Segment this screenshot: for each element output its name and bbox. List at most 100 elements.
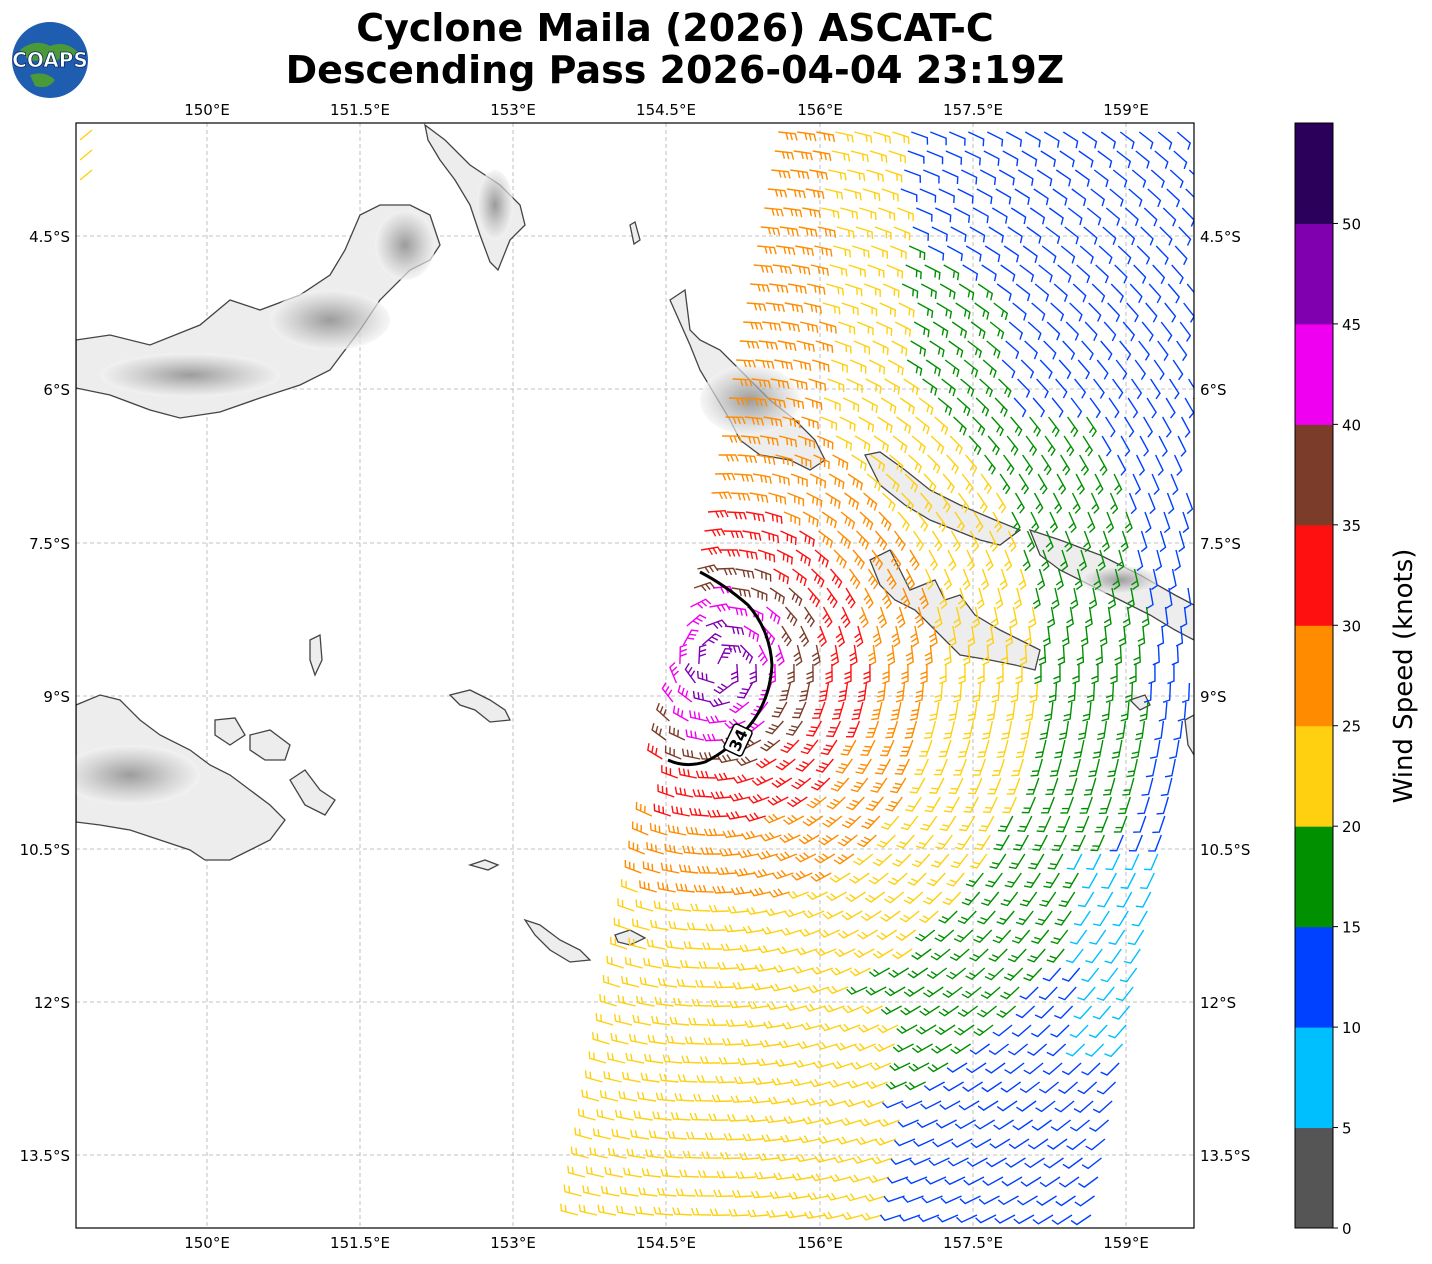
- wind-barb: [939, 283, 956, 300]
- wind-barb: [945, 150, 963, 165]
- wind-barb: [854, 625, 864, 648]
- wind-barb: [863, 587, 874, 609]
- wind-barb: [1035, 1100, 1056, 1113]
- wind-barb: [961, 473, 974, 494]
- wind-barb: [877, 606, 888, 629]
- wind-barb: [802, 815, 824, 827]
- wind-barb: [1036, 1195, 1057, 1206]
- wind-barb: [611, 1128, 631, 1140]
- wind-barb: [1088, 302, 1102, 322]
- wind-barb: [1122, 321, 1136, 342]
- wind-barb: [787, 663, 795, 685]
- wind-barb: [1135, 891, 1152, 908]
- wind-barb: [1145, 302, 1158, 323]
- logo-text: COAPS: [12, 48, 88, 72]
- wind-barb: [1039, 359, 1053, 379]
- wind-barb: [964, 150, 981, 166]
- wind-barb: [729, 701, 750, 714]
- wind-barb: [810, 871, 832, 882]
- wind-barb: [830, 777, 850, 792]
- wind-barb: [779, 682, 792, 701]
- wind-barb: [711, 491, 733, 500]
- wind-barb: [970, 321, 986, 339]
- wind-barb: [715, 472, 736, 481]
- wind-barb: [948, 625, 957, 648]
- wind-barb: [962, 264, 979, 281]
- wind-barb: [659, 1073, 679, 1083]
- wind-barb: [797, 131, 817, 142]
- wind-barb: [1131, 378, 1143, 400]
- wind-barb: [1071, 188, 1087, 207]
- wind-barb: [853, 948, 875, 958]
- wind-barb: [773, 964, 795, 973]
- wind-barb: [864, 891, 886, 903]
- wind-barb: [879, 1214, 902, 1222]
- wind-barb: [1074, 378, 1087, 399]
- wind-barb: [937, 1214, 959, 1223]
- wind-barb: [1018, 568, 1027, 591]
- wind-barb: [932, 1138, 954, 1148]
- wind-barb: [988, 948, 1008, 962]
- colorbar-tick-label: 30: [1342, 617, 1361, 635]
- wind-barb: [1121, 226, 1136, 246]
- wind-barb: [1071, 492, 1081, 514]
- wind-barb: [798, 682, 811, 702]
- wind-barb: [1001, 720, 1013, 740]
- wind-barb: [865, 986, 887, 996]
- wind-barb: [1060, 549, 1069, 572]
- wind-barb: [1006, 435, 1019, 456]
- wind-barb: [742, 530, 762, 541]
- wind-barb: [679, 959, 700, 969]
- wind-barb: [737, 849, 759, 859]
- wind-barb: [1080, 625, 1089, 647]
- wind-barb: [806, 1097, 828, 1106]
- wind-barb: [1022, 549, 1031, 572]
- wind-barb: [1127, 929, 1145, 946]
- wind-barb: [856, 321, 874, 336]
- wind-barb: [753, 264, 774, 274]
- wind-barb: [910, 340, 927, 357]
- wind-barb: [772, 264, 792, 275]
- wind-barb: [1061, 625, 1070, 647]
- wind-barb: [845, 720, 861, 738]
- wind-barb: [901, 663, 909, 685]
- small-island-2: [309, 633, 323, 677]
- wind-barb: [1096, 986, 1115, 1002]
- gridlines: [76, 123, 1194, 1228]
- wind-barb: [980, 986, 1001, 1000]
- wind-barb: [1157, 131, 1173, 150]
- wind-barb: [1030, 1024, 1051, 1038]
- lon-tick-label-top: 150°E: [184, 101, 230, 119]
- colorbar-tick-label: 35: [1342, 517, 1361, 535]
- wind-barb: [1061, 967, 1081, 982]
- lat-tick-label-left: 13.5°S: [20, 1147, 70, 1165]
- wind-barb: [950, 530, 961, 552]
- wind-barb: [1137, 625, 1146, 647]
- wind-barb: [966, 1157, 988, 1167]
- wind-barb: [1028, 606, 1037, 628]
- wind-barb: [853, 853, 874, 866]
- wind-barb: [761, 530, 779, 544]
- wind-barb: [900, 1005, 921, 1016]
- wind-barb: [918, 397, 934, 416]
- wind-barb: [682, 1150, 703, 1159]
- wind-barb: [844, 283, 863, 297]
- wind-barb: [984, 245, 1001, 263]
- wind-barb: [1008, 321, 1024, 340]
- wind-barb: [636, 1091, 657, 1102]
- wind-barb: [1000, 1081, 1022, 1093]
- coaps-logo: COAPS: [12, 22, 88, 98]
- wind-barb: [1002, 150, 1019, 167]
- wind-barb: [1042, 1062, 1063, 1075]
- wind-barb: [1093, 378, 1105, 399]
- wind-barb: [634, 1206, 655, 1216]
- wind-barb: [867, 1174, 890, 1184]
- wind-barb: [732, 774, 755, 784]
- wind-barb: [917, 1214, 940, 1223]
- wind-barb: [1171, 264, 1184, 285]
- wind-barb: [1174, 549, 1181, 572]
- wind-barb: [846, 986, 868, 995]
- wind-barb: [640, 1072, 660, 1083]
- wind-barb: [1095, 264, 1109, 284]
- wind-barb: [1126, 587, 1135, 609]
